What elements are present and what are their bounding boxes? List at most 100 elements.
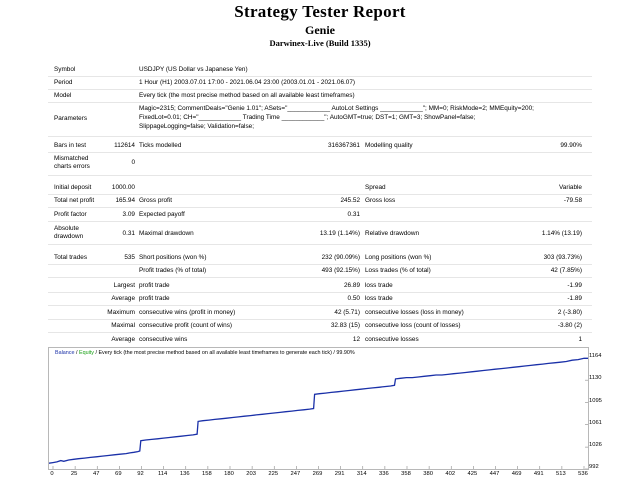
x-tick-label: 25 [70,471,78,477]
absolute-drawdown-value: 0.31 [122,230,135,237]
legend-equity: Equity [78,350,94,356]
maximum-label: Maximum [107,309,135,316]
x-tick-label: 536 [578,471,588,477]
expert-name: Genie [305,23,335,37]
x-tick-label: 425 [467,471,478,477]
divider [48,277,592,278]
parameters-line-3: SlippageLogging=false; Validation=false; [139,123,254,130]
total-trades-value: 535 [124,254,135,261]
ticks-value: 316367361 [328,142,360,149]
spread-value: Variable [559,184,582,191]
average-loss-trade-label: loss trade [365,295,393,302]
divider [48,207,592,208]
legend-separator: / [74,350,79,356]
mismatched-label-2: charts errors [54,163,90,170]
long-positions-value: 303 (93.73%) [543,254,582,261]
symbol-label: Symbol [54,66,76,73]
x-tick-label: 225 [268,471,279,477]
profit-factor-label: Profit factor [54,211,87,218]
x-tick-label: 0 [50,471,54,477]
average-profit-trade-label: profit trade [139,295,170,302]
largest-label: Largest [113,282,135,289]
x-tick-label: 247 [290,471,301,477]
model-label: Model [54,92,72,99]
x-tick-label: 513 [556,471,566,477]
divider [48,175,592,176]
x-tick-label: 269 [312,471,323,477]
maximal-consecutive-loss-value: -3.80 (2) [557,322,582,329]
max-consecutive-losses-label: consecutive losses (loss in money) [365,309,464,316]
bars-label: Bars in test [54,142,86,149]
expected-payoff-label: Expected payoff [139,211,185,218]
maximal-consecutive-loss-label: consecutive loss (count of losses) [365,322,461,329]
average-label: Average [111,295,135,302]
largest-loss-trade-label: loss trade [365,282,393,289]
relative-drawdown-label: Relative drawdown [365,230,419,237]
server-info: Darwinex-Live (Build 1335) [269,38,371,48]
legend-description: / Every tick (the most precise method ba… [93,350,355,356]
y-tick-label: 1061 [589,419,602,426]
divider [48,332,592,333]
y-tick-label: 1164 [589,353,602,360]
loss-trades-label: Loss trades (% of total) [365,267,431,274]
x-tick-label: 291 [334,471,345,477]
quality-value: 99.90% [560,142,582,149]
divider [48,136,592,137]
maximal-consecutive-profit-label: consecutive profit (count of wins) [139,322,233,329]
gross-profit-value: 245.52 [340,197,360,204]
max-consecutive-wins-label: consecutive wins (profit in money) [139,309,236,316]
chart-legend: Balance / Equity / Every tick (the most … [55,350,355,356]
x-tick-label: 203 [246,471,256,477]
average-consecutive-label: Average [111,336,135,343]
average-loss-trade-value: -1.89 [567,295,582,302]
x-tick-label: 358 [401,471,411,477]
profit-trades-value: 493 (92.15%) [321,267,360,274]
chart-svg [48,357,588,470]
net-profit-value: 165.94 [115,197,135,204]
divider [48,102,592,103]
long-positions-label: Long positions (won %) [365,254,432,261]
largest-profit-trade-label: profit trade [139,282,170,289]
balance-line [48,357,588,464]
total-trades-label: Total trades [54,254,88,261]
chart-plot-area: Balance / Equity / Every tick (the most … [48,347,589,470]
ticks-label: Ticks modelled [139,142,182,149]
average-consecutive-wins-label: consecutive wins [139,336,188,343]
maximal-consecutive-profit-value: 32.83 (15) [330,322,360,329]
y-tick-label: 1095 [589,397,602,404]
symbol-value: USDJPY (US Dollar vs Japanese Yen) [139,66,248,73]
x-tick-label: 447 [489,471,500,477]
x-tick-label: 314 [356,471,367,477]
bars-value: 112614 [114,142,135,149]
x-tick-label: 92 [137,471,144,477]
gross-loss-value: -79.58 [563,197,582,204]
largest-loss-trade-value: -1.99 [567,282,582,289]
average-consecutive-wins-value: 12 [352,336,360,343]
parameters-line-1: Magic=2315; CommentDeals="Genie 1.01"; A… [139,105,534,112]
average-consecutive-losses-label: consecutive losses [365,336,419,343]
x-tick-label: 158 [202,471,212,477]
absolute-drawdown-label-2: drawdown [54,233,84,240]
x-tick-label: 180 [224,471,234,477]
x-tick-label: 114 [158,471,168,477]
parameters-label: Parameters [54,115,88,122]
relative-drawdown-value: 1.14% (13.19) [541,230,582,237]
period-value: 1 Hour (H1) 2003.07.01 17:00 - 2021.06.0… [139,79,356,86]
short-positions-value: 232 (90.09%) [321,254,360,261]
profit-trades-label: Profit trades (% of total) [139,267,207,274]
x-tick-label: 136 [179,471,190,477]
y-tick-label: 1130 [589,375,602,382]
average-consecutive-losses-value: 1 [578,336,582,343]
largest-profit-trade-value: 26.89 [344,282,360,289]
deposit-value: 1000.00 [111,184,135,191]
absolute-drawdown-label-1: Absolute [54,225,79,232]
report-title: Strategy Tester Report [234,2,406,21]
y-tick-label: 1026 [589,442,602,449]
maximal-drawdown-value: 13.19 (1.14%) [319,230,360,237]
gross-profit-label: Gross profit [139,197,173,204]
parameters-line-2: FixedLot=0.01; CH="____________ Trading … [139,114,476,121]
profit-factor-value: 3.09 [122,211,135,218]
x-tick-label: 469 [511,471,522,477]
mismatched-value: 0 [131,159,135,166]
spread-label: Spread [365,184,386,191]
